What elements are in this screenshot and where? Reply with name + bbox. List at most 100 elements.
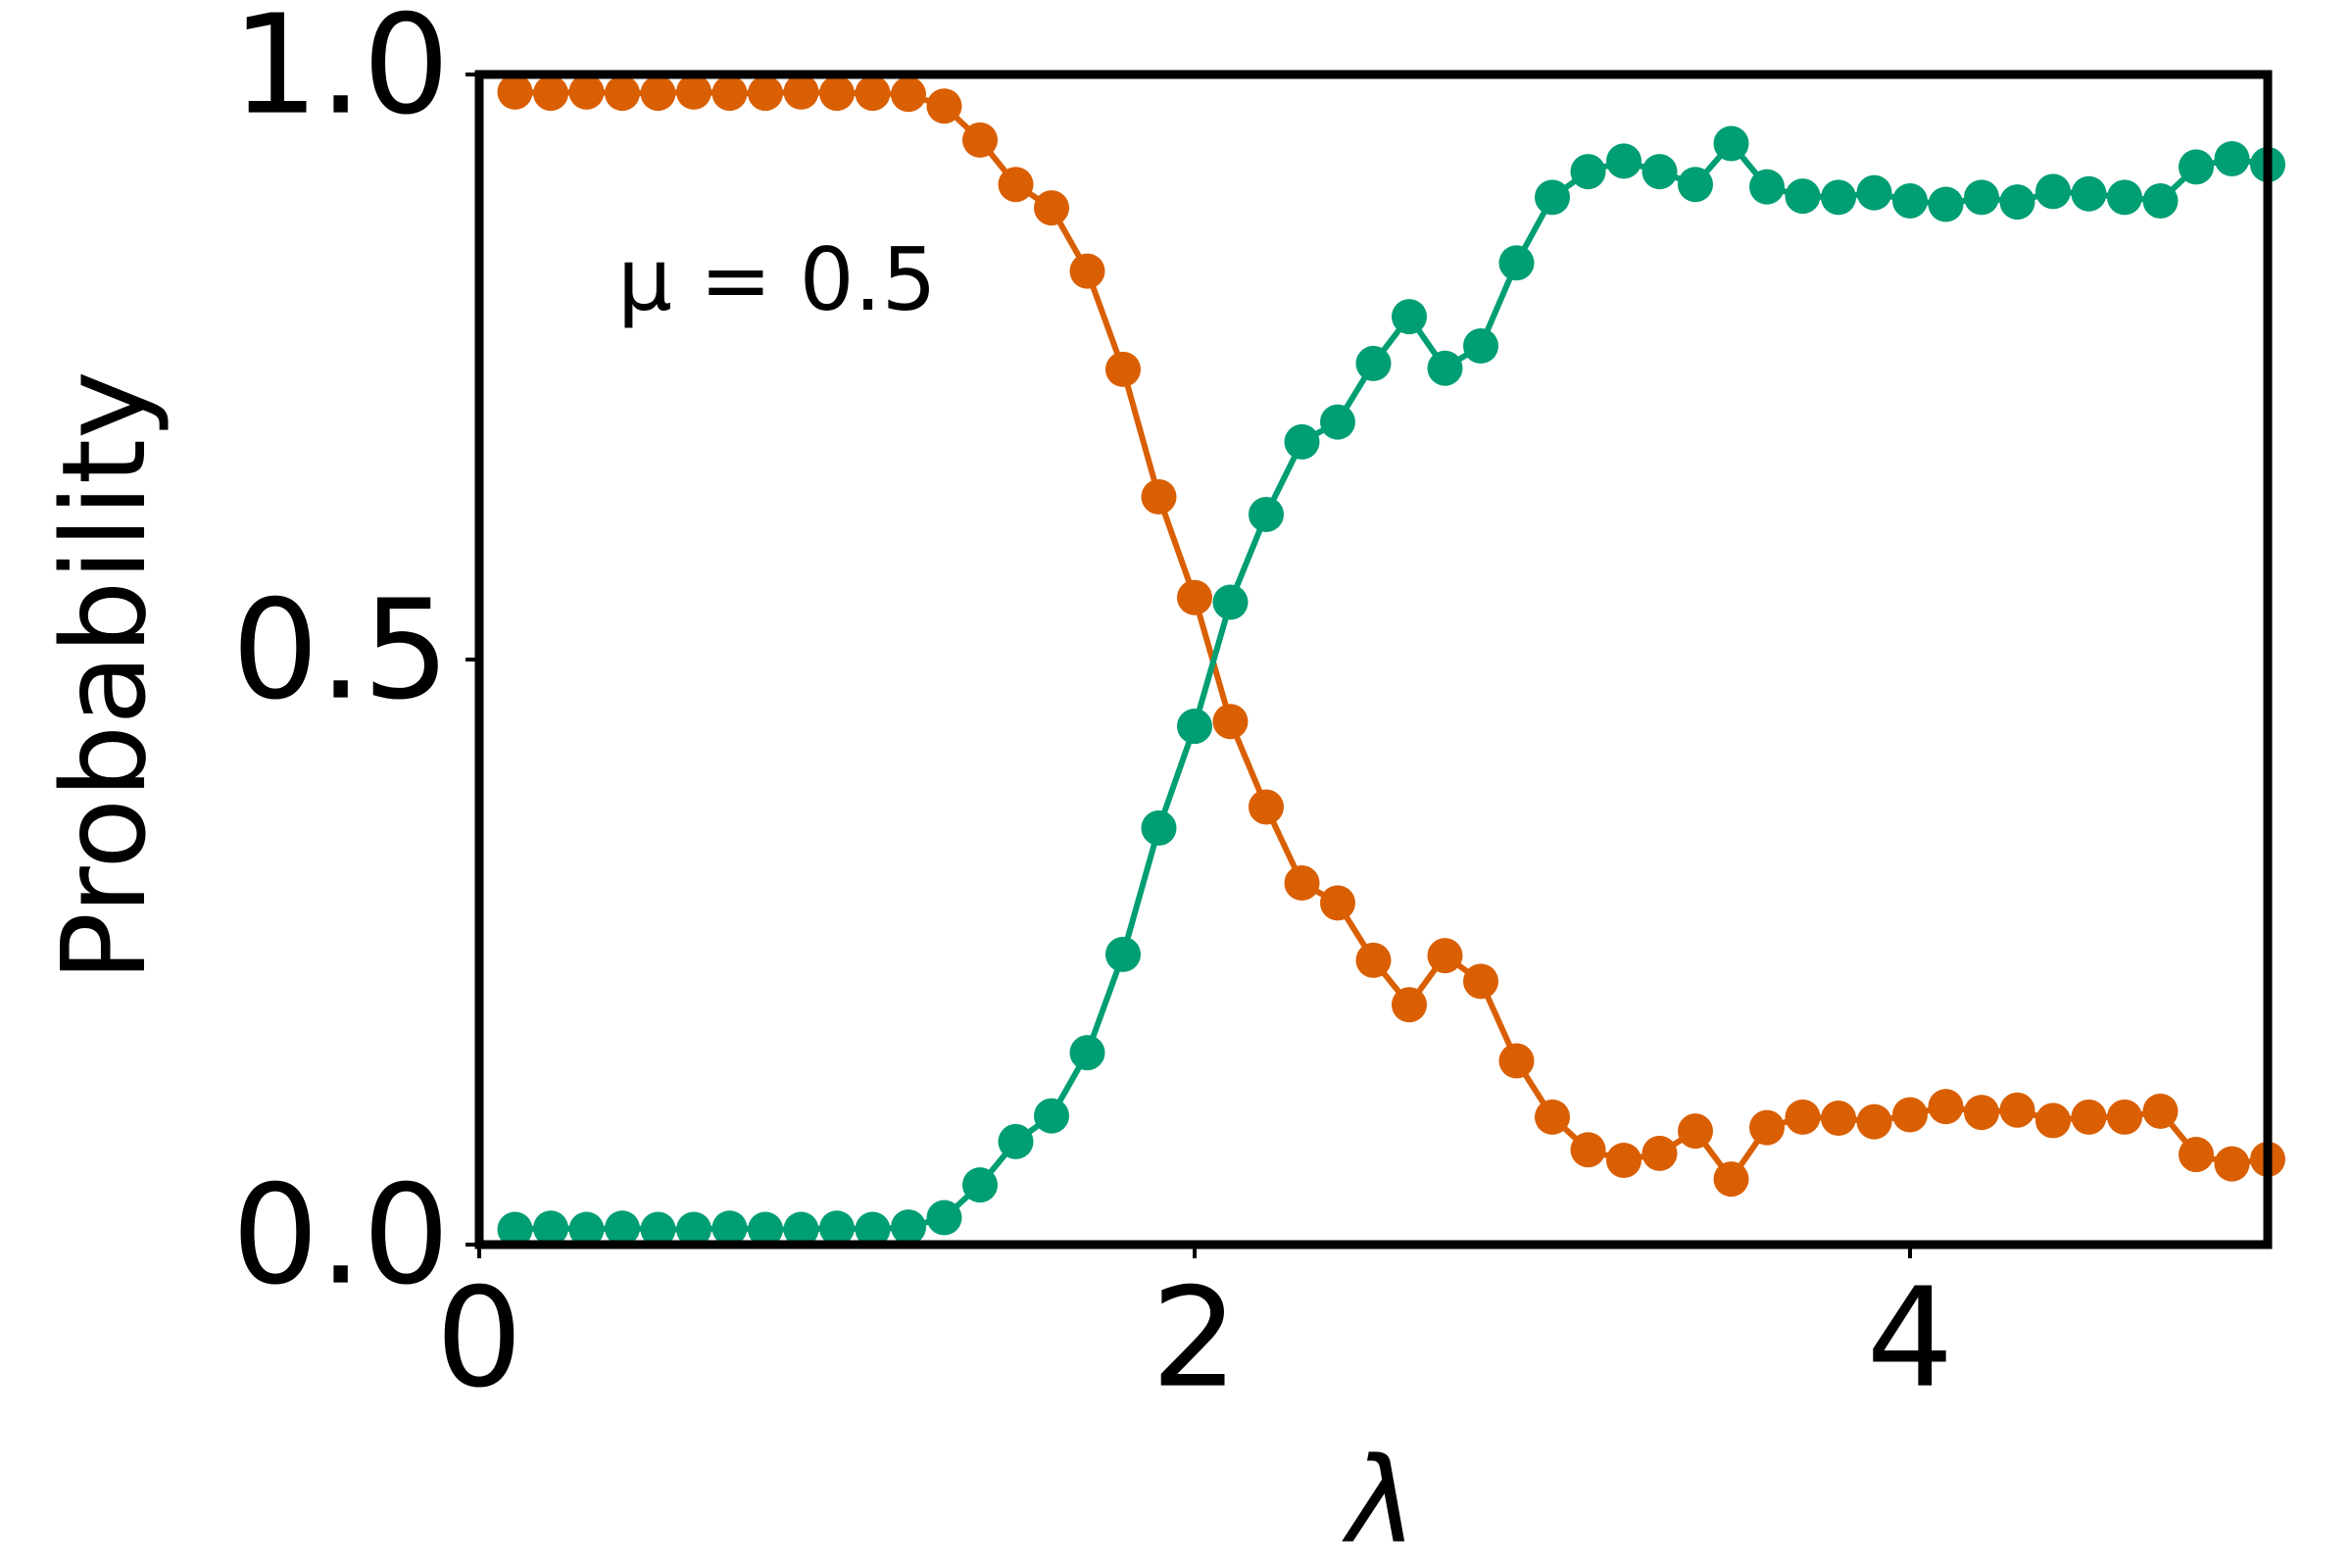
y-axis-label: Probability — [36, 370, 172, 982]
data-point — [711, 75, 748, 112]
y-tick-label: 0.0 — [231, 1156, 450, 1316]
data-point — [1463, 328, 1498, 365]
data-point — [1105, 936, 1141, 972]
data-point — [1105, 351, 1141, 387]
y-tick-label: 1.0 — [231, 0, 450, 146]
x-tick-label: 2 — [1151, 1259, 1238, 1419]
data-point — [1749, 1109, 1785, 1146]
plot-frame — [474, 70, 2273, 1250]
data-point — [998, 1123, 1034, 1159]
data-point — [533, 1210, 568, 1247]
data-point — [1320, 885, 1355, 921]
data-point — [605, 75, 640, 112]
data-point — [711, 1210, 748, 1247]
data-point — [1034, 1098, 1069, 1134]
data-point — [1856, 174, 1892, 211]
data-point — [568, 74, 605, 110]
data-point — [1392, 299, 1427, 335]
data-point — [1892, 1097, 1928, 1133]
data-point — [1284, 865, 1320, 902]
data-point — [1964, 1095, 1999, 1131]
data-point — [1606, 143, 1642, 179]
data-point — [1249, 789, 1284, 825]
data-point — [2035, 1102, 2071, 1139]
data-point — [1570, 154, 1606, 190]
data-point — [2214, 1146, 2250, 1182]
data-point — [783, 1211, 819, 1248]
data-point — [2071, 1099, 2107, 1135]
data-point — [1212, 584, 1249, 620]
data-point — [1999, 184, 2035, 220]
data-point — [1034, 190, 1069, 226]
data-point — [1355, 345, 1392, 381]
data-point — [1964, 179, 1999, 216]
data-point — [891, 1209, 926, 1246]
data-point — [2035, 173, 2071, 210]
data-point — [1249, 496, 1284, 532]
data-point — [855, 1211, 891, 1248]
data-point — [1141, 479, 1177, 515]
data-point — [497, 74, 533, 110]
data-point — [605, 1210, 640, 1247]
data-point — [783, 74, 819, 110]
data-point — [1320, 404, 1355, 440]
data-point — [1427, 938, 1463, 974]
x-axis-label: λ — [1341, 1434, 1416, 1568]
data-point — [2214, 140, 2250, 176]
data-point — [1535, 1099, 1570, 1135]
data-point — [1678, 1113, 1713, 1150]
data-point — [962, 1167, 998, 1203]
data-point — [640, 75, 676, 112]
data-point — [1642, 1135, 1678, 1171]
data-point — [2142, 1093, 2179, 1129]
data-point — [1355, 942, 1392, 978]
data-point — [1928, 1089, 1964, 1125]
data-point — [962, 122, 998, 158]
data-point — [2107, 179, 2142, 216]
data-point — [1069, 253, 1105, 289]
data-point — [2179, 1137, 2214, 1173]
data-point — [819, 1210, 855, 1247]
data-point — [998, 167, 1034, 203]
data-point — [1892, 182, 1928, 219]
data-point — [533, 75, 568, 112]
data-point — [1392, 987, 1427, 1023]
data-point — [1999, 1092, 2035, 1128]
y-tick-label: 0.5 — [231, 571, 450, 731]
data-point — [1606, 1143, 1642, 1179]
data-point — [1069, 1035, 1105, 1071]
data-point — [2142, 182, 2179, 219]
data-point — [926, 1200, 962, 1236]
data-point — [1284, 423, 1320, 460]
data-point — [568, 1211, 605, 1248]
data-point — [2107, 1099, 2142, 1135]
data-point — [819, 75, 855, 112]
data-point — [748, 1211, 783, 1248]
data-point — [1570, 1132, 1606, 1168]
x-tick-label: 0 — [435, 1259, 522, 1419]
data-point — [1821, 1101, 1856, 1137]
data-point — [1856, 1103, 1892, 1140]
data-point — [1713, 125, 1749, 162]
data-point — [926, 88, 962, 124]
data-point — [1928, 186, 1964, 222]
data-point — [2179, 149, 2214, 185]
data-point — [1785, 178, 1821, 215]
data-point — [1498, 245, 1535, 281]
data-point — [1678, 167, 1713, 203]
data-point — [1427, 350, 1463, 386]
data-point — [748, 75, 783, 112]
data-point — [1177, 709, 1212, 745]
data-point — [497, 1211, 533, 1248]
data-point — [1642, 154, 1678, 190]
data-point — [1713, 1161, 1749, 1198]
data-point — [676, 1211, 711, 1248]
data-point — [1821, 179, 1856, 216]
data-point — [1463, 963, 1498, 1000]
x-tick-label: 4 — [1866, 1259, 1953, 1419]
data-point — [1749, 169, 1785, 205]
data-point — [855, 75, 891, 112]
data-point — [1785, 1099, 1821, 1135]
data-point — [1212, 704, 1249, 740]
